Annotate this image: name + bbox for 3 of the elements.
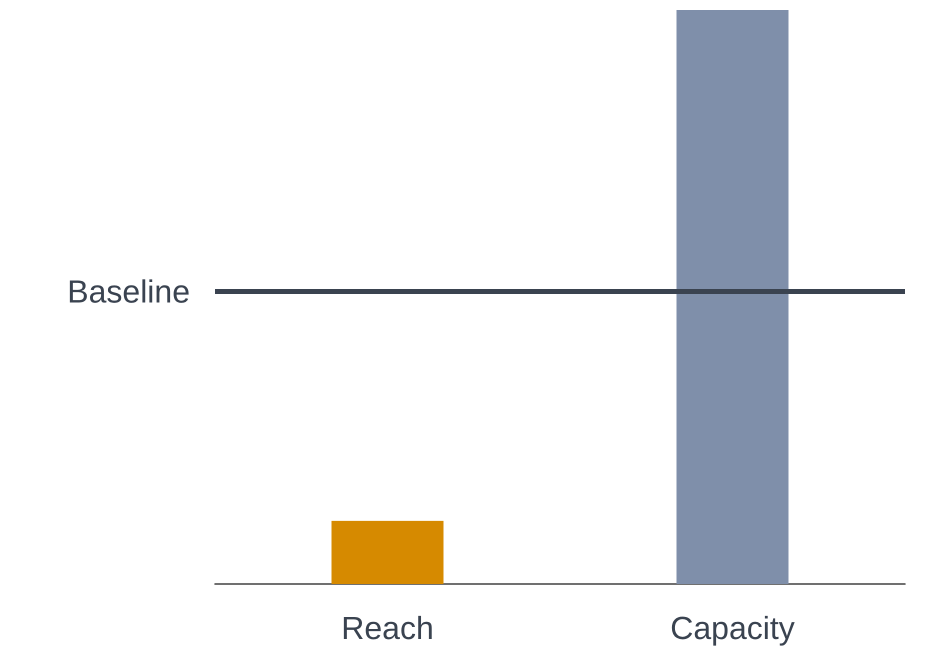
x-tick-label: Capacity xyxy=(670,610,795,646)
x-tick-label: Reach xyxy=(341,610,434,646)
ref-line-label: Baseline xyxy=(67,273,190,310)
